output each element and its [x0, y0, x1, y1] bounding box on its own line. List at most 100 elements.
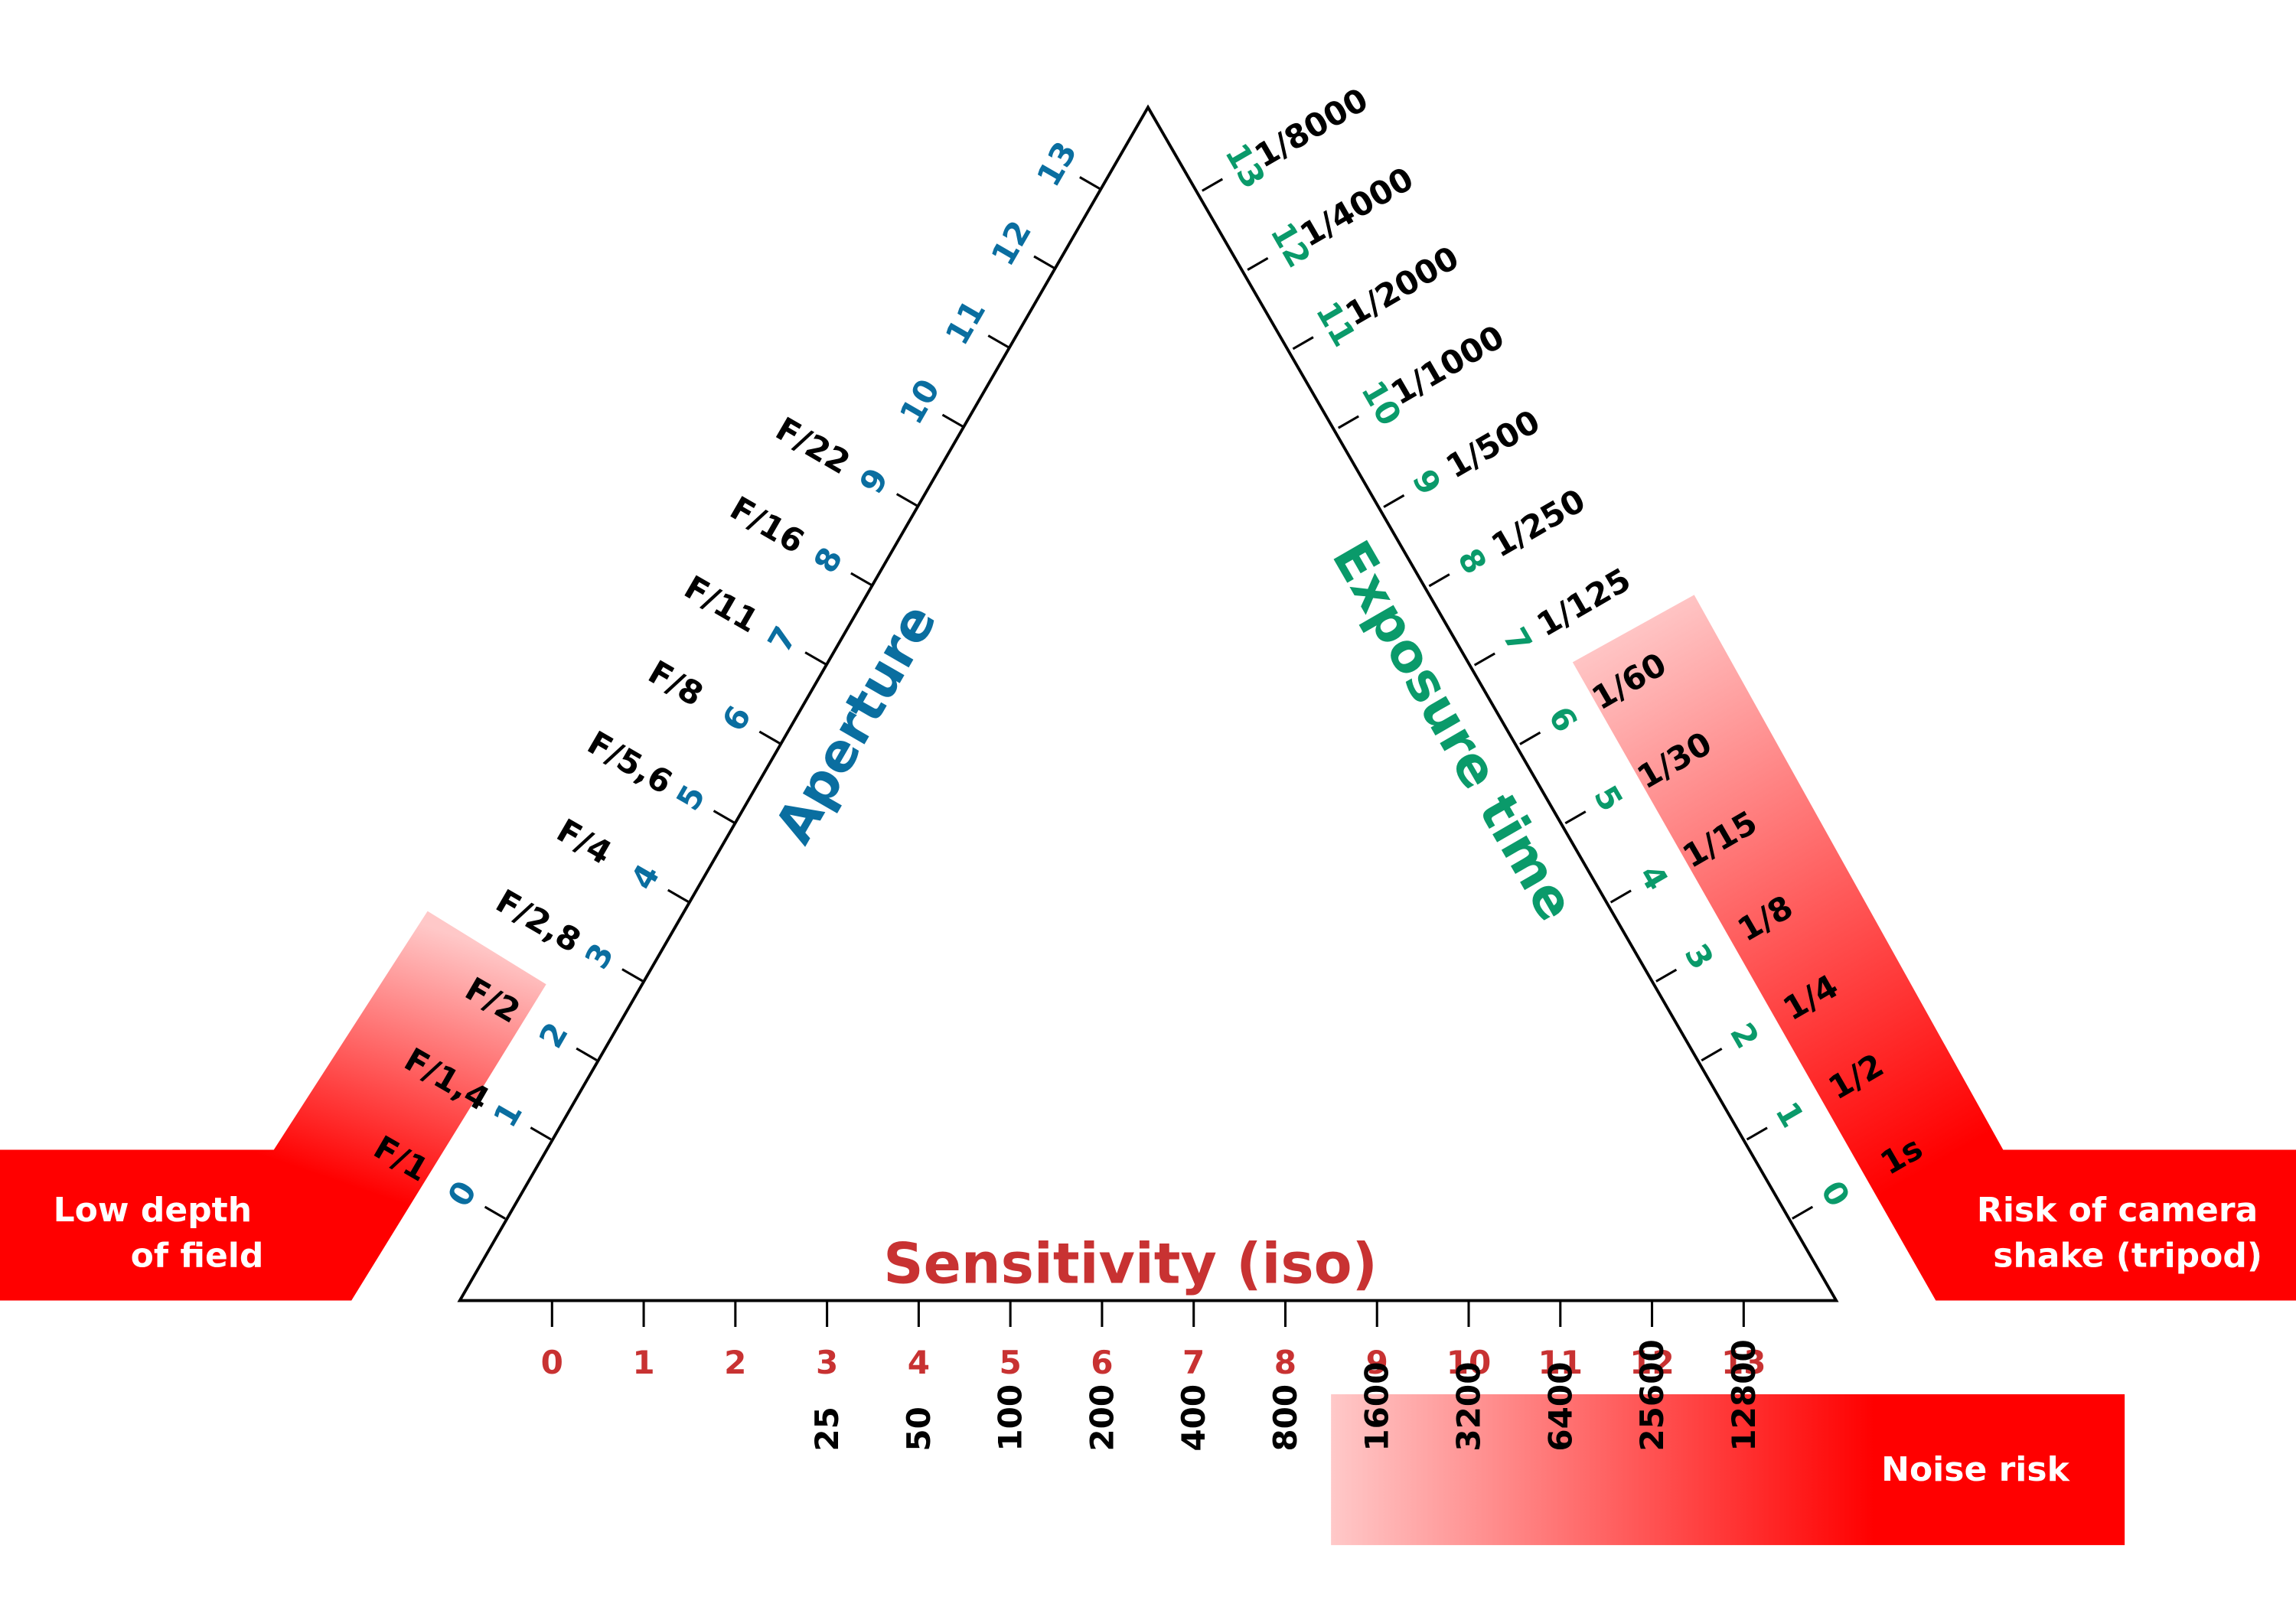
exposure-tick-mark	[1202, 178, 1224, 192]
iso-tick-label: 11	[1538, 1344, 1583, 1381]
low-depth-risk-band	[0, 911, 546, 1301]
aperture-tick-mark	[576, 1047, 598, 1061]
aperture-value-label: F/4	[550, 811, 618, 872]
low-depth-label-line-2: of field	[131, 1237, 264, 1276]
iso-value-label: 400	[1175, 1384, 1212, 1452]
iso-value-label: 200	[1083, 1384, 1120, 1452]
iso-tick-label: 9	[1366, 1344, 1388, 1381]
aperture-value-label: F/5,6	[581, 724, 678, 802]
exposure-tick-label: 3	[1678, 937, 1721, 976]
exposure-tick-mark	[1609, 889, 1632, 904]
aperture-value-label: F/2,8	[490, 882, 587, 960]
iso-tick-label: 0	[541, 1344, 563, 1381]
exposure-tick-label: 0	[1814, 1175, 1857, 1213]
aperture-tick-label: 2	[532, 1016, 576, 1054]
iso-tick-label: 3	[816, 1344, 838, 1381]
exposure-tick-label: 9	[1405, 463, 1449, 501]
iso-value-label: 50	[900, 1407, 938, 1452]
aperture-tick-mark	[530, 1126, 552, 1141]
exposure-tick-mark	[1473, 652, 1495, 667]
aperture-tick-mark	[804, 651, 827, 666]
camera-shake-label: Risk of camera shake (tripod)	[1977, 1191, 2270, 1275]
sensitivity-title: Sensitivity (iso)	[883, 1233, 1378, 1297]
exposure-tick-mark	[1247, 256, 1269, 271]
exposure-tick-mark	[1292, 336, 1314, 350]
aperture-tick-mark	[758, 730, 781, 745]
aperture-tick-label: 9	[852, 461, 895, 500]
exposure-value-label: 1/250	[1485, 481, 1591, 565]
iso-value-label: 800	[1267, 1384, 1304, 1452]
aperture-tick-mark	[713, 810, 735, 824]
exposure-tick-mark	[1746, 1126, 1768, 1141]
aperture-value-label: F/8	[642, 653, 709, 713]
aperture-tick-mark	[850, 572, 872, 586]
aperture-tick-label: 7	[761, 620, 804, 658]
exposure-tick-label: 8	[1450, 542, 1494, 580]
aperture-tick-label: 1	[486, 1095, 530, 1133]
iso-tick-label: 2	[724, 1344, 746, 1381]
iso-value-label: 12800	[1725, 1339, 1763, 1451]
aperture-tick-mark	[1079, 176, 1101, 191]
risk-bands	[0, 595, 2296, 1546]
iso-tick-label: 10	[1446, 1344, 1492, 1381]
exposure-tick-mark	[1564, 810, 1587, 825]
iso-tick-label: 1	[632, 1344, 654, 1381]
iso-tick-label: 6	[1091, 1344, 1113, 1381]
exposure-value-label: 1/2000	[1339, 239, 1466, 333]
aperture-tick-label: 3	[578, 937, 621, 975]
exposure-value-label: 1/125	[1531, 561, 1637, 644]
exposure-tick-label: 2	[1723, 1016, 1766, 1054]
exposure-value-label: 1/1000	[1384, 318, 1511, 412]
aperture-tick-mark	[895, 493, 918, 507]
iso-tick-label: 4	[908, 1344, 930, 1381]
aperture-tick-mark	[484, 1205, 506, 1220]
exposure-tick-mark	[1792, 1205, 1814, 1220]
iso-value-label: 1600	[1358, 1361, 1396, 1451]
exposure-tick-mark	[1655, 968, 1678, 983]
iso-tick-label: 8	[1274, 1344, 1296, 1381]
aperture-tick-mark	[667, 888, 690, 903]
exposure-tick-mark	[1383, 494, 1405, 508]
iso-tick-label: 5	[1000, 1344, 1022, 1381]
aperture-value-label: F/11	[678, 569, 765, 641]
exposure-tick-label: 5	[1587, 779, 1630, 817]
exposure-tick-label: 4	[1632, 859, 1675, 897]
aperture-tick-mark	[987, 334, 1009, 349]
aperture-tick-label: 13	[1029, 135, 1084, 193]
exposure-tick-label: 1	[1768, 1096, 1812, 1134]
iso-value-label: 25	[808, 1407, 846, 1452]
noise-risk-band	[1331, 1394, 2125, 1546]
camera-shake-risk-band	[1572, 595, 2296, 1301]
iso-value-label: 100	[992, 1384, 1029, 1452]
aperture-tick-label: 8	[807, 541, 850, 579]
iso-value-label: 25600	[1633, 1339, 1671, 1451]
exposure-tick-mark	[1428, 573, 1450, 588]
noise-risk-label: Noise risk	[1881, 1450, 2070, 1489]
exposure-value-label: 1/4000	[1293, 160, 1420, 254]
camera-shake-label-line-2: shake (tripod)	[1993, 1237, 2262, 1276]
iso-tick-label: 13	[1721, 1344, 1766, 1381]
iso-value-label: 3200	[1450, 1361, 1488, 1451]
exposure-tick-mark	[1701, 1048, 1723, 1062]
aperture-tick-label: 12	[983, 214, 1039, 272]
iso-value-label: 6400	[1541, 1361, 1579, 1451]
aperture-tick-label: 6	[715, 699, 758, 738]
aperture-tick-mark	[941, 413, 964, 428]
aperture-tick-mark	[1033, 255, 1055, 269]
iso-tick-label: 12	[1629, 1344, 1675, 1381]
aperture-tick-label: 11	[938, 294, 993, 351]
low-depth-label-line-1: Low depth	[54, 1191, 252, 1230]
exposure-triangle	[457, 104, 1839, 1302]
aperture-tick-label: 10	[892, 373, 947, 430]
exposure-tick-label: 7	[1495, 621, 1539, 660]
exposure-tick-mark	[1337, 415, 1360, 429]
exposure-tick-label: 6	[1541, 700, 1585, 738]
exposure-value-label: 1/500	[1440, 403, 1546, 486]
camera-shake-label-line-1: Risk of camera	[1977, 1191, 2258, 1230]
exposure-value-label: 1/8000	[1248, 80, 1375, 174]
aperture-tick-label: 5	[669, 778, 713, 817]
aperture-tick-mark	[621, 968, 644, 983]
aperture-value-label: F/22	[770, 410, 856, 482]
